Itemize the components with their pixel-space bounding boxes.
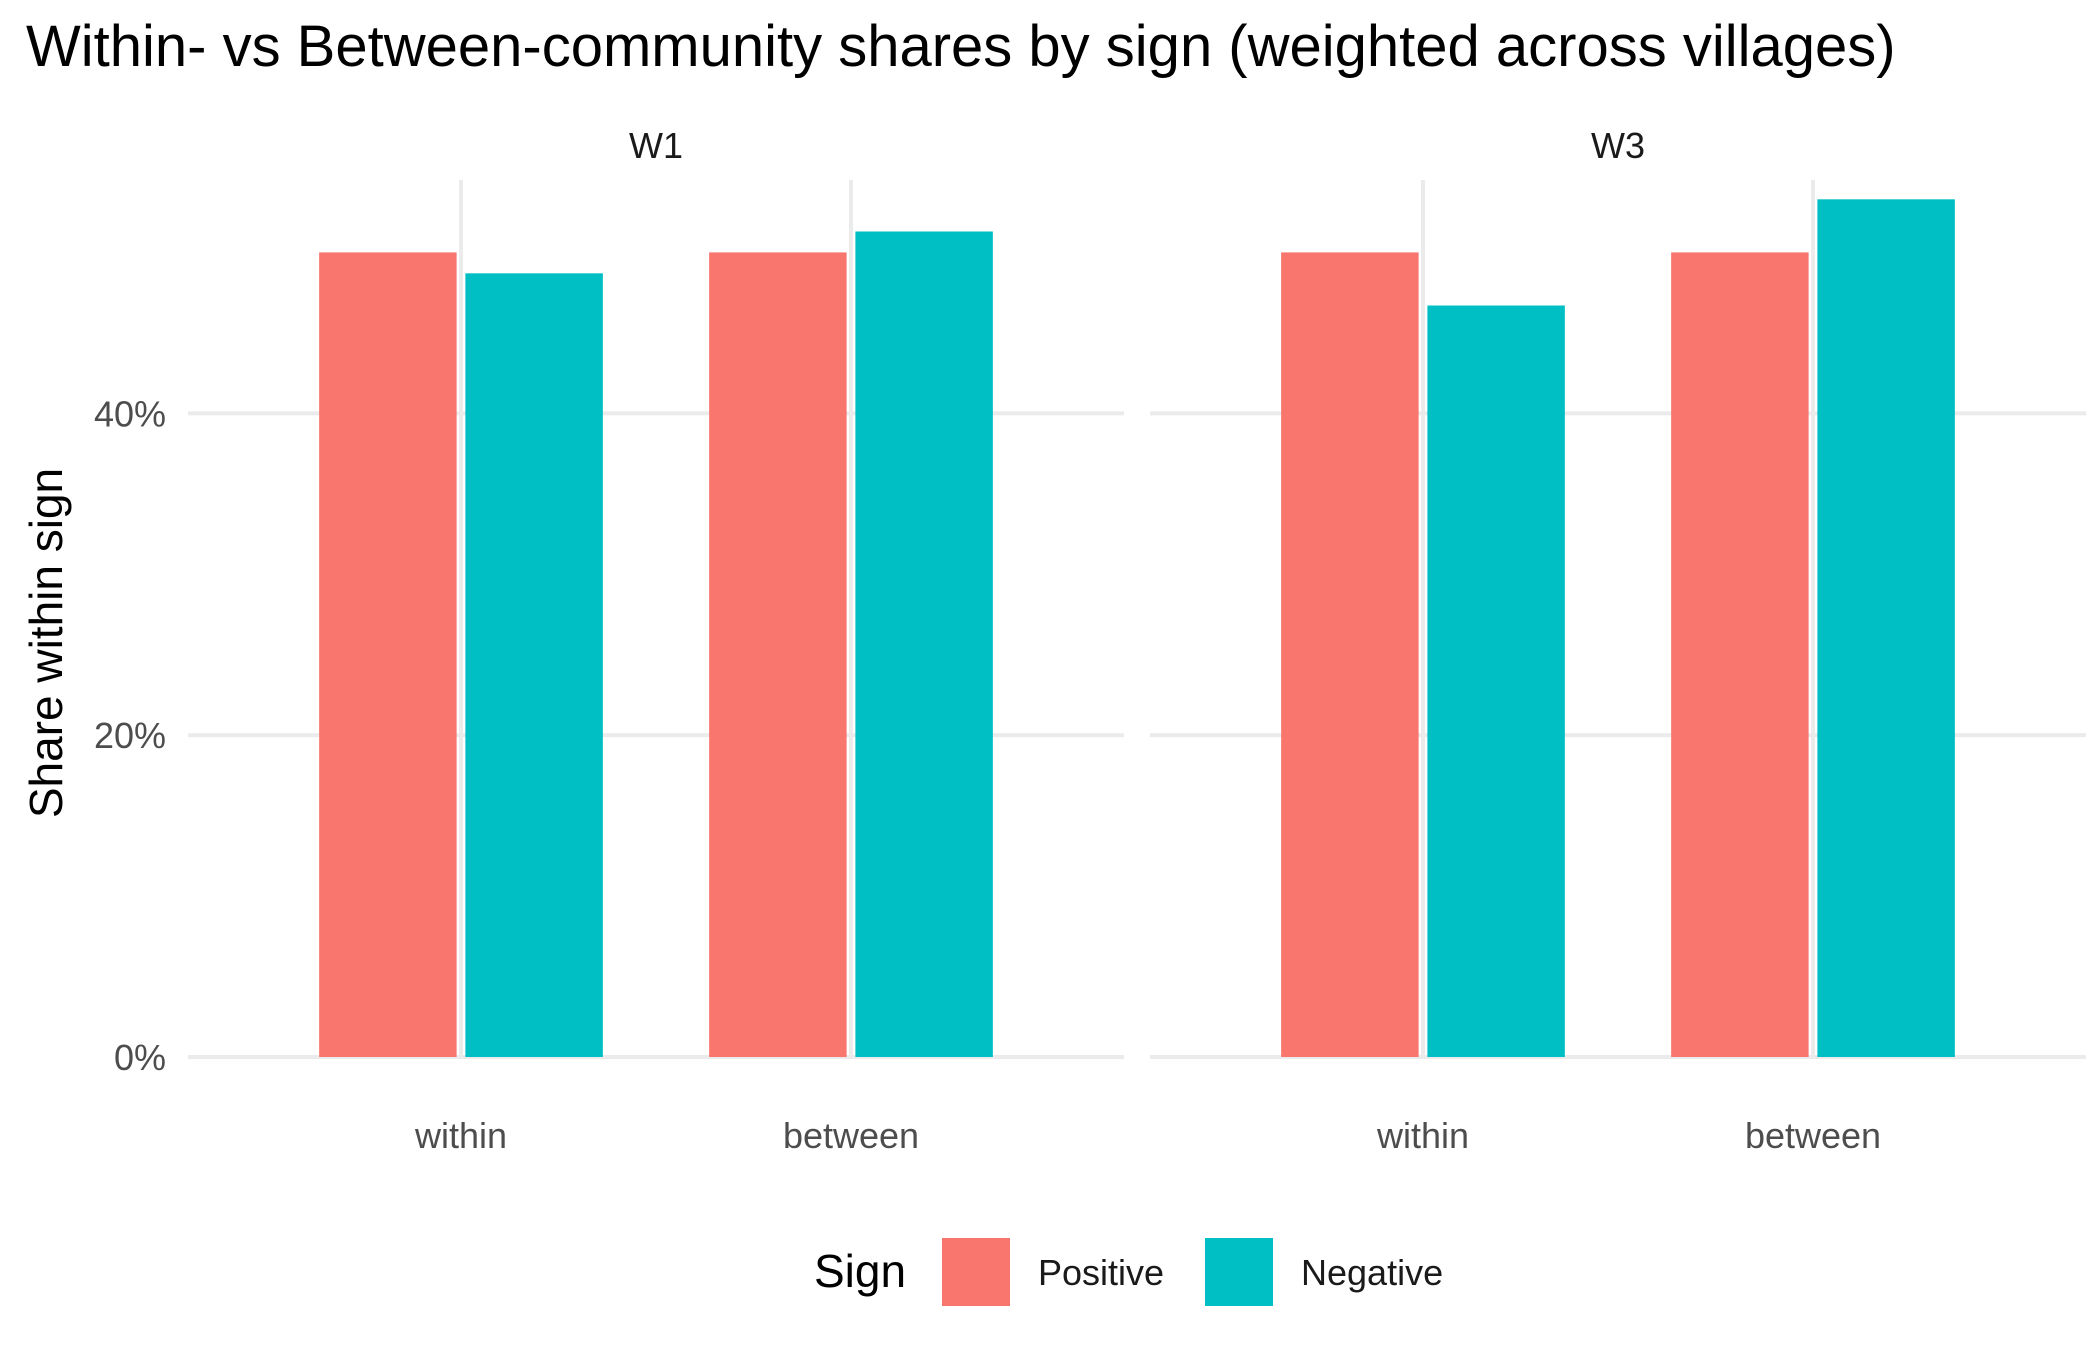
bar-w3-between-positive	[1671, 252, 1809, 1057]
legend-label-negative: Negative	[1301, 1252, 1443, 1293]
y-tick-label: 20%	[94, 715, 166, 756]
y-tick-label: 0%	[114, 1037, 166, 1078]
bar-w1-between-negative	[855, 231, 993, 1057]
bar-w3-within-negative	[1427, 305, 1565, 1057]
x-tick-label: between	[783, 1115, 919, 1156]
bar-w3-between-negative	[1817, 199, 1955, 1058]
bar-w3-within-positive	[1281, 252, 1419, 1057]
bar-w1-between-positive	[709, 252, 847, 1057]
legend-key-negative	[1205, 1238, 1273, 1306]
x-tick-label: between	[1745, 1115, 1881, 1156]
legend: Sign Positive Negative	[814, 1238, 1443, 1306]
x-tick-label: within	[1376, 1115, 1469, 1156]
legend-label-positive: Positive	[1038, 1252, 1164, 1293]
y-axis: 0% 20% 40%	[94, 393, 166, 1078]
y-axis-title: Share within sign	[20, 468, 72, 818]
facet-panel-w1: within between W1	[188, 125, 1124, 1156]
legend-key-positive	[942, 1238, 1010, 1306]
chart-title: Within- vs Between-community shares by s…	[26, 14, 1896, 79]
bar-w1-within-negative	[465, 273, 603, 1057]
x-tick-label: within	[414, 1115, 507, 1156]
facet-panels: within between W1 within between W3 0% 20% 40%	[94, 125, 2086, 1156]
y-tick-label: 40%	[94, 393, 166, 434]
facet-strip-label: W3	[1591, 125, 1645, 166]
facet-strip-label: W1	[629, 125, 683, 166]
legend-title: Sign	[814, 1245, 906, 1297]
facet-panel-w3: within between W3	[1150, 125, 2086, 1156]
bar-w1-within-positive	[319, 252, 457, 1057]
